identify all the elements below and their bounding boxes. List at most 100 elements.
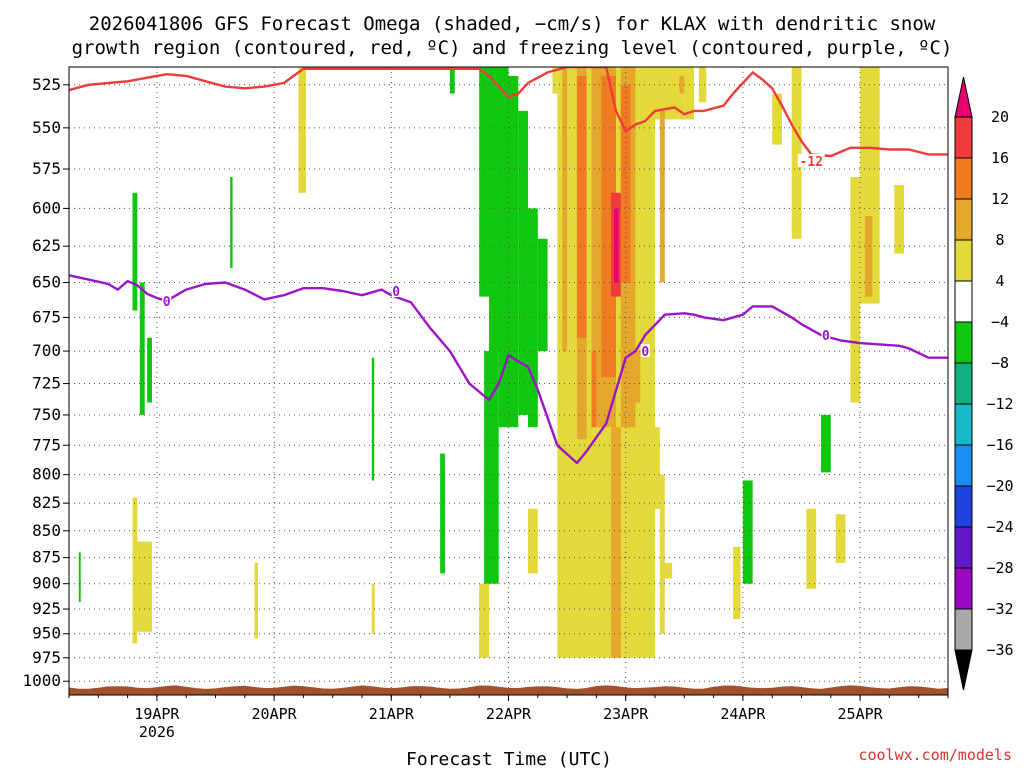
plot-area: -12 0 0 0 0 [69, 67, 948, 695]
omega-shade-cell [552, 67, 558, 94]
omega-shade-cell [479, 67, 489, 297]
y-tick-label: 575 [32, 159, 61, 178]
contour-label-bg [821, 328, 831, 342]
colorbar-tick-label: −36 [986, 641, 1013, 659]
contour-label: 0 [641, 345, 649, 360]
y-tick-label: 725 [32, 374, 61, 393]
x-tick-label: 24APR [720, 705, 766, 723]
omega-shade-cell [230, 177, 233, 269]
omega-shading [78, 67, 905, 658]
y-tick-label: 700 [32, 341, 61, 360]
contour-label: 0 [822, 329, 830, 344]
omega-shade-cell [528, 208, 538, 428]
colorbar-bottom-arrow [954, 649, 973, 691]
omega-shade-cell [659, 474, 665, 634]
colorbar-tick-label: 12 [991, 190, 1009, 208]
omega-shade-cell [139, 282, 145, 415]
omega-shade-cell [821, 414, 831, 473]
y-tick-label: 825 [32, 493, 61, 512]
colorbar-tick-label: −32 [986, 600, 1013, 618]
omega-shade-cell [662, 562, 673, 579]
omega-shade-cell [613, 208, 619, 283]
colorbar-bin [954, 116, 973, 159]
chart-title-line-1: 2026041806 GFS Forecast Omega (shaded, −… [89, 13, 936, 35]
omega-shade-cell [630, 351, 641, 403]
colorbar-tick-label: −20 [986, 477, 1013, 495]
omega-shade-cell [137, 541, 153, 632]
omega-shade-cell [371, 583, 375, 634]
colorbar: 20 16 12 8 4 −4 −8 −12 −16 −20 −24 −28 −32 −36 [954, 76, 1014, 691]
x-tick-sublabel: 2026 [139, 723, 175, 741]
colorbar-tick-label: −8 [991, 354, 1009, 372]
omega-shade-cell [640, 351, 651, 475]
colorbar-bin [954, 444, 973, 487]
omega-shade-cell [894, 184, 905, 254]
x-tick-label: 22APR [486, 705, 532, 723]
colorbar-tick-label: 8 [995, 231, 1004, 249]
colorbar-bin [954, 321, 973, 364]
omega-shade-cell [479, 583, 489, 658]
y-axis-ticks: 525 550 575 600 625 650 675 700 725 750 775 800 825 8… [22, 75, 69, 690]
credit-text: coolwx.com/models [858, 746, 1012, 764]
omega-shade-cell [537, 238, 548, 352]
colorbar-tick-label: −24 [986, 518, 1013, 536]
omega-shade-cell [498, 75, 519, 428]
colorbar-tick-label: 16 [991, 149, 1009, 167]
omega-shade-cell [659, 110, 665, 283]
y-tick-label: 875 [32, 548, 61, 567]
omega-shade-cell [78, 552, 81, 603]
y-tick-label: 950 [32, 624, 61, 643]
x-tick-label: 25APR [838, 705, 884, 723]
terrain-strip [69, 685, 948, 695]
y-tick-label: 525 [32, 75, 61, 94]
omega-shade-cell [733, 546, 741, 620]
x-tick-label: 23APR [603, 705, 649, 723]
y-tick-label: 650 [32, 272, 61, 291]
omega-shade-cell [591, 351, 597, 428]
colorbar-bin [954, 239, 973, 282]
colorbar-bin [954, 608, 973, 651]
omega-shade-cell [576, 75, 587, 338]
colorbar-bin [954, 280, 973, 323]
contour-label: 0 [163, 295, 171, 310]
omega-shade-cell [698, 67, 707, 103]
colorbar-bin [954, 403, 973, 446]
omega-shade-cell [518, 110, 529, 415]
omega-shade-cell [850, 177, 861, 403]
contour-label-bg [162, 293, 172, 307]
contour-label: -12 [800, 155, 823, 170]
y-tick-label: 850 [32, 521, 61, 540]
omega-shade-cell [620, 84, 631, 283]
y-tick-label: 900 [32, 574, 61, 593]
x-tick-label: 19APR [134, 705, 180, 723]
omega-shade-cell [147, 337, 153, 403]
omega-shade-cell [562, 67, 568, 352]
omega-shade-cell [806, 508, 817, 589]
y-tick-label: 800 [32, 465, 61, 484]
omega-shade-cell [864, 216, 873, 297]
omega-shade-cell [860, 67, 880, 304]
colorbar-tick-label: 4 [995, 272, 1004, 290]
y-tick-label: 550 [32, 118, 61, 137]
omega-shade-cell [611, 427, 621, 658]
omega-shade-cell [132, 192, 138, 311]
x-tick-label: 20APR [252, 705, 298, 723]
omega-shade-cell [298, 67, 306, 193]
omega-shade-cell [484, 351, 499, 584]
omega-shade-cell [371, 357, 375, 481]
contour-label-bg [391, 283, 401, 297]
contour-label-bg [797, 153, 825, 167]
x-axis-label: Forecast Time (UTC) [406, 749, 612, 768]
contour-label-bg [640, 344, 650, 358]
y-tick-label: 600 [32, 198, 61, 217]
omega-shade-cell [601, 75, 616, 378]
colorbar-tick-label: −16 [986, 436, 1013, 454]
omega-shade-cell [679, 75, 685, 94]
colorbar-tick-label: −4 [991, 313, 1009, 331]
freezing-level-contour [69, 274, 948, 465]
colorbar-bin [954, 157, 973, 200]
colorbar-bin [954, 198, 973, 241]
omega-shade-cell [835, 514, 846, 563]
